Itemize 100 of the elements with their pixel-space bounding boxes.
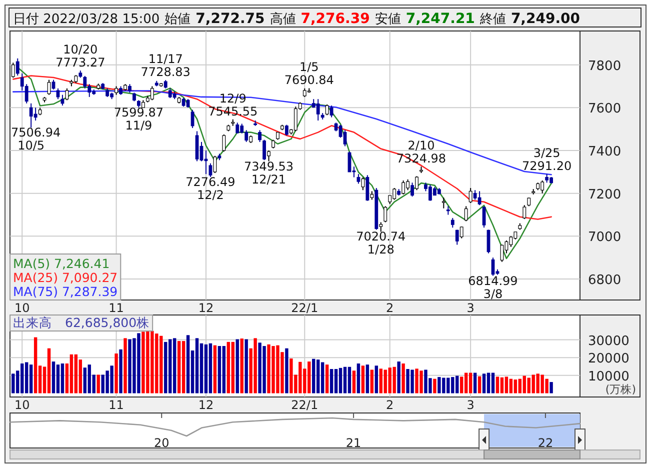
bar xyxy=(464,372,468,394)
bar xyxy=(370,370,374,394)
bar xyxy=(231,342,234,394)
bar xyxy=(285,348,288,394)
x-tick-label: 3 xyxy=(466,301,474,315)
y-tick-label: 7000 xyxy=(588,230,622,246)
bar xyxy=(70,354,74,394)
x-tick-label: 3 xyxy=(466,398,474,412)
bar xyxy=(402,363,405,394)
bar xyxy=(195,338,199,394)
x-tick-label: 2 xyxy=(386,398,394,412)
bar xyxy=(518,378,522,394)
bar xyxy=(496,376,500,394)
bar xyxy=(320,362,324,394)
bar xyxy=(500,377,504,394)
annotation: 11/17 7728.83 xyxy=(140,52,190,80)
bar xyxy=(486,372,490,394)
bar xyxy=(208,343,212,394)
bar xyxy=(236,339,239,394)
bar xyxy=(473,372,477,394)
x-tick-label: 22/1 xyxy=(291,398,318,412)
bar xyxy=(338,368,342,394)
bar xyxy=(352,370,356,394)
bar xyxy=(164,342,168,394)
bar xyxy=(325,364,329,394)
y-tick-label: 10000 xyxy=(588,369,630,384)
bar xyxy=(478,376,482,394)
x-tick-label: 10 xyxy=(14,301,30,315)
bar xyxy=(186,335,190,394)
bar xyxy=(34,337,38,394)
legend: MA(5) 7,246.41 MA(25) 7,090.27 MA(75) 7,287.39 xyxy=(10,254,122,300)
bar xyxy=(244,339,248,394)
annotation: 10/20 7773.27 xyxy=(56,42,106,70)
bar xyxy=(468,372,472,394)
y-tick-label: 20000 xyxy=(588,352,630,367)
bar xyxy=(182,341,186,394)
bar xyxy=(12,374,15,394)
x-tick-label: 22/1 xyxy=(291,301,318,315)
bar xyxy=(56,364,60,394)
y-tick-label: 7200 xyxy=(588,187,622,202)
bar xyxy=(240,338,244,394)
bar xyxy=(374,366,378,394)
bar xyxy=(29,364,33,394)
bar xyxy=(204,344,208,394)
bar xyxy=(119,349,122,394)
bar xyxy=(460,376,464,394)
y-tick-label: 7800 xyxy=(588,58,622,74)
x-tick-label: 2 xyxy=(386,301,394,315)
bar xyxy=(60,363,64,394)
annotation: 7349.53 12/21 xyxy=(244,159,294,186)
bar xyxy=(343,366,347,394)
annotation: 7276.49 12/2 xyxy=(186,174,236,202)
x-tick-label: 10 xyxy=(14,398,30,412)
bar xyxy=(316,360,320,394)
y-axis-title: (万株) xyxy=(605,383,636,396)
bar xyxy=(392,366,396,394)
x-tick-label: 21 xyxy=(346,436,362,450)
bar xyxy=(397,362,400,394)
bar xyxy=(226,342,230,394)
bar xyxy=(74,354,78,394)
bar xyxy=(52,362,56,394)
bar xyxy=(218,346,222,394)
bar xyxy=(47,348,51,394)
bar xyxy=(356,363,360,394)
bar xyxy=(334,369,338,394)
annotation: 6814.99 3/8 xyxy=(468,274,518,301)
x-tick-label: 12 xyxy=(198,301,214,315)
bar xyxy=(348,366,352,394)
bar xyxy=(213,345,217,394)
annotation: 3/25 7291.20 xyxy=(522,146,572,173)
y-tick-label: 6800 xyxy=(588,273,622,288)
bar xyxy=(177,341,181,394)
x-tick-label: 11 xyxy=(108,398,124,412)
y-tick-label: 30000 xyxy=(588,334,630,349)
annotation: 7599.87 11/9 xyxy=(114,106,164,133)
x-tick-label: 11 xyxy=(108,301,124,315)
bar xyxy=(550,382,553,394)
bar xyxy=(482,374,486,394)
bar xyxy=(96,374,100,394)
y-tick-label: 7600 xyxy=(588,102,622,117)
bar xyxy=(366,364,370,394)
bar xyxy=(361,366,365,394)
bar xyxy=(433,378,436,394)
bar xyxy=(504,376,508,394)
annotation: 7506.94 10/5 xyxy=(11,126,61,153)
bar xyxy=(172,338,176,394)
y-tick-label: 7400 xyxy=(588,144,622,160)
bar xyxy=(514,380,518,394)
header: 日付 2022/03/28 15:00 始値 7,272.75 高値 7,276.39 安値 7,247.21 終値 7,249.00 xyxy=(8,8,642,28)
bar xyxy=(312,358,316,394)
bar xyxy=(114,354,118,394)
bar xyxy=(124,338,127,394)
annotation: 7020.74 1/28 xyxy=(356,230,406,257)
annotation: 1/5 7690.84 xyxy=(284,60,334,88)
x-tick-label: 20 xyxy=(154,436,170,450)
bar xyxy=(24,362,28,394)
bar xyxy=(330,369,334,394)
bar xyxy=(222,346,226,394)
x-tick-label: 22 xyxy=(538,436,554,450)
bar xyxy=(509,378,513,394)
